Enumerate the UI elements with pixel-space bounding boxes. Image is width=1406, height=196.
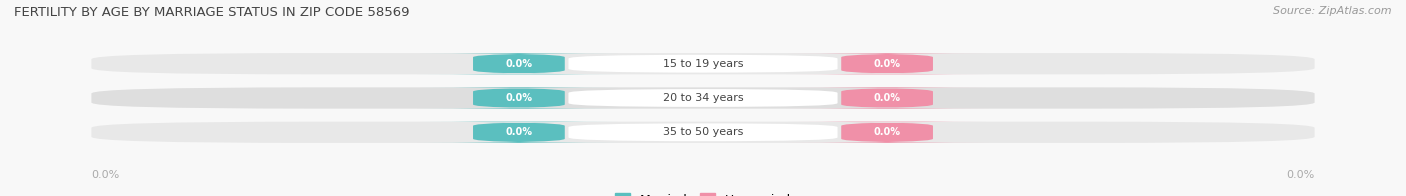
Text: 0.0%: 0.0% bbox=[873, 93, 901, 103]
FancyBboxPatch shape bbox=[91, 122, 1315, 143]
Text: 0.0%: 0.0% bbox=[1286, 170, 1315, 180]
Text: FERTILITY BY AGE BY MARRIAGE STATUS IN ZIP CODE 58569: FERTILITY BY AGE BY MARRIAGE STATUS IN Z… bbox=[14, 6, 409, 19]
FancyBboxPatch shape bbox=[786, 87, 988, 109]
Legend: Married, Unmarried: Married, Unmarried bbox=[614, 193, 792, 196]
FancyBboxPatch shape bbox=[568, 89, 838, 107]
FancyBboxPatch shape bbox=[568, 55, 838, 73]
FancyBboxPatch shape bbox=[418, 53, 620, 74]
Text: 0.0%: 0.0% bbox=[91, 170, 120, 180]
Text: Source: ZipAtlas.com: Source: ZipAtlas.com bbox=[1274, 6, 1392, 16]
FancyBboxPatch shape bbox=[786, 53, 988, 74]
Text: 0.0%: 0.0% bbox=[873, 59, 901, 69]
FancyBboxPatch shape bbox=[786, 122, 988, 143]
Text: 0.0%: 0.0% bbox=[505, 59, 533, 69]
FancyBboxPatch shape bbox=[568, 123, 838, 141]
Text: 0.0%: 0.0% bbox=[505, 93, 533, 103]
FancyBboxPatch shape bbox=[418, 87, 620, 109]
Text: 0.0%: 0.0% bbox=[873, 127, 901, 137]
FancyBboxPatch shape bbox=[91, 53, 1315, 74]
Text: 20 to 34 years: 20 to 34 years bbox=[662, 93, 744, 103]
Text: 35 to 50 years: 35 to 50 years bbox=[662, 127, 744, 137]
FancyBboxPatch shape bbox=[91, 87, 1315, 109]
Text: 15 to 19 years: 15 to 19 years bbox=[662, 59, 744, 69]
Text: 0.0%: 0.0% bbox=[505, 127, 533, 137]
FancyBboxPatch shape bbox=[418, 122, 620, 143]
